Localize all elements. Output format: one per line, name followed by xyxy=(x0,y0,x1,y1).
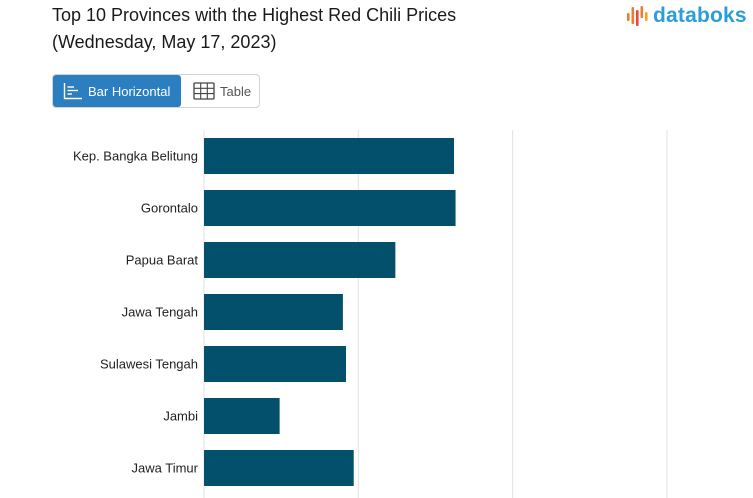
bar-6[interactable] xyxy=(204,398,280,434)
title-line-1: Top 10 Provinces with the Highest Red Ch… xyxy=(52,5,457,25)
category-label: Gorontalo xyxy=(141,201,198,216)
bar-2[interactable] xyxy=(204,190,456,226)
bar-4[interactable] xyxy=(204,294,343,330)
title-line-2: (Wednesday, May 17, 2023) xyxy=(52,32,277,52)
bar-7[interactable] xyxy=(204,450,354,486)
databoks-logo-icon xyxy=(627,6,648,26)
category-label: Jawa Tengah xyxy=(122,305,198,320)
bar-chart-icon xyxy=(63,83,82,100)
bar-horizontal-button[interactable]: Bar Horizontal xyxy=(53,75,181,107)
category-label: Papua Barat xyxy=(126,253,199,268)
category-label: Jambi xyxy=(163,409,198,424)
chart-gridlines xyxy=(203,130,668,498)
table-icon xyxy=(193,82,215,100)
bar-3[interactable] xyxy=(204,242,396,278)
chart-title: Top 10 Provinces with the Highest Red Ch… xyxy=(52,2,572,56)
table-button[interactable]: Table xyxy=(181,75,251,107)
bar-5[interactable] xyxy=(204,346,346,382)
bar-1[interactable] xyxy=(204,138,455,174)
view-toggle: Bar Horizontal Table xyxy=(52,74,260,108)
logo-text: databoks xyxy=(653,4,747,27)
category-label: Jawa Timur xyxy=(132,461,199,476)
table-label: Table xyxy=(220,83,252,99)
bar-chart: Kep. Bangka Belitung Gorontalo Papua Barat… xyxy=(73,130,668,498)
category-label: Sulawesi Tengah xyxy=(100,357,198,372)
bar-horizontal-label: Bar Horizontal xyxy=(88,83,171,99)
chart-category-labels: Kep. Bangka Belitung Gorontalo Papua Barat… xyxy=(73,149,199,476)
chart-bars xyxy=(204,138,456,486)
category-label: Kep. Bangka Belitung xyxy=(73,149,198,164)
databoks-logo[interactable]: databoks xyxy=(626,4,747,28)
